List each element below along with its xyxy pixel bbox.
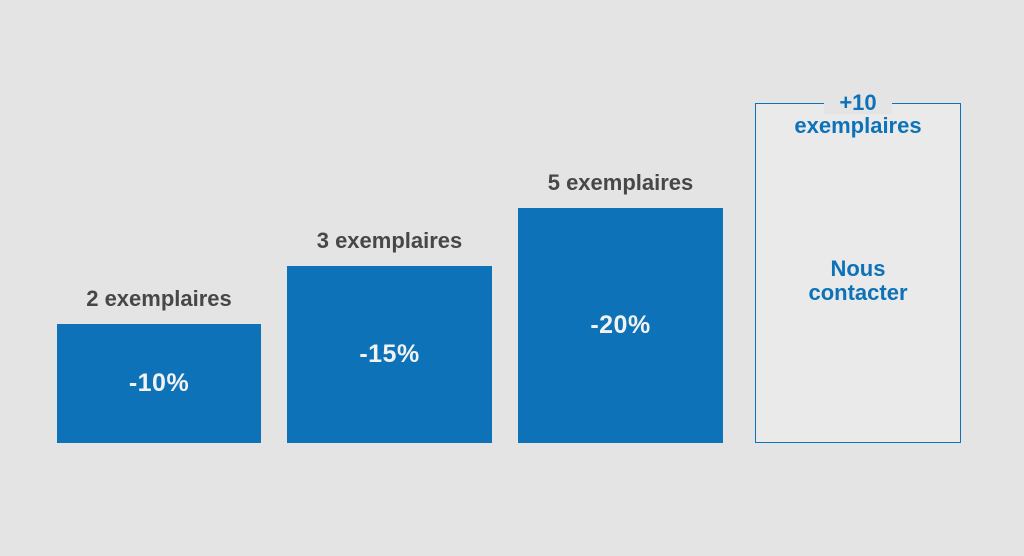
contact-cta-line2: contacter (808, 280, 908, 305)
discount-value: -15% (359, 340, 420, 368)
contact-cta-line1: Nous (830, 256, 886, 281)
tier-column-3-exemplaires: 3 exemplaires -15% (287, 228, 492, 443)
tier-label-line2: exemplaires (794, 113, 922, 138)
discount-bar: -15% (287, 266, 492, 443)
contact-box[interactable]: +10 exemplaires Nous contacter (755, 91, 961, 443)
tier-label: 5 exemplaires (547, 170, 694, 195)
tier-column-5-exemplaires: 5 exemplaires -20% (518, 170, 723, 443)
discount-value: -10% (128, 369, 190, 397)
tier-label-contact: +10 exemplaires (756, 91, 960, 137)
discount-bar: -20% (518, 208, 723, 443)
tier-column-2-exemplaires: 2 exemplaires -10% (57, 286, 261, 443)
tier-label: 2 exemplaires (86, 286, 232, 311)
tier-label-line1: +10 (824, 91, 892, 114)
discount-bar: -10% (57, 324, 261, 443)
contact-cta-text: Nous contacter (808, 257, 907, 305)
tier-column-10-plus-exemplaires: +10 exemplaires Nous contacter (755, 91, 961, 443)
tier-label: 3 exemplaires (316, 228, 463, 253)
discount-value: -20% (590, 311, 651, 339)
